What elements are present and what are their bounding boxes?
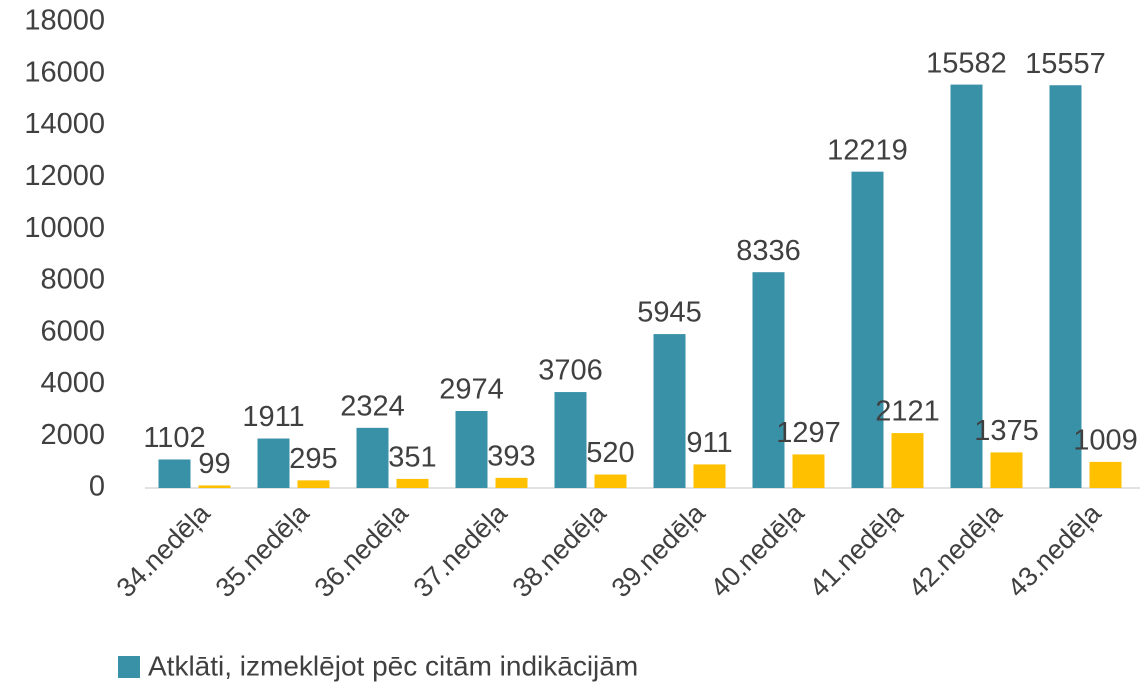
x-tick-label: 42.nedēļa bbox=[903, 497, 1009, 603]
y-tick-label: 2000 bbox=[40, 419, 105, 451]
data-label: 351 bbox=[388, 442, 436, 474]
x-tick-label: 39.nedēļa bbox=[606, 497, 712, 603]
bar bbox=[594, 474, 627, 488]
bar bbox=[455, 411, 488, 488]
bar bbox=[396, 478, 429, 488]
bar bbox=[495, 477, 528, 488]
data-label: 99 bbox=[198, 448, 230, 480]
bar bbox=[1049, 85, 1082, 489]
data-label: 295 bbox=[289, 443, 337, 475]
bar bbox=[693, 464, 726, 488]
data-label: 1375 bbox=[974, 415, 1039, 447]
y-tick-label: 6000 bbox=[40, 315, 105, 347]
x-tick-label: 36.nedēļa bbox=[309, 497, 415, 603]
data-label: 2324 bbox=[340, 390, 405, 422]
data-label: 911 bbox=[686, 427, 732, 459]
bar bbox=[158, 459, 191, 488]
y-tick-label: 16000 bbox=[24, 56, 105, 88]
x-tick-label: 41.nedēļa bbox=[804, 497, 910, 603]
data-label: 15557 bbox=[1025, 48, 1106, 80]
y-tick-label: 18000 bbox=[24, 5, 105, 37]
data-label: 15582 bbox=[926, 47, 1007, 79]
data-label: 5945 bbox=[637, 297, 702, 329]
x-tick-label: 37.nedēļa bbox=[408, 497, 514, 603]
data-label: 2974 bbox=[439, 374, 504, 406]
y-tick-label: 10000 bbox=[24, 212, 105, 244]
bar bbox=[554, 392, 587, 488]
legend-label: Atklāti, izmeklējot pēc citām indikācijā… bbox=[148, 650, 638, 681]
y-tick-label: 8000 bbox=[40, 264, 105, 296]
y-tick-label: 12000 bbox=[24, 160, 105, 192]
bar bbox=[1089, 461, 1122, 488]
bar bbox=[990, 452, 1023, 488]
legend-swatch bbox=[118, 656, 140, 678]
data-label: 1911 bbox=[242, 401, 304, 433]
x-tick-label: 43.nedēļa bbox=[1002, 497, 1108, 603]
data-label: 1009 bbox=[1073, 425, 1138, 457]
data-label: 12219 bbox=[827, 134, 908, 166]
data-label: 1297 bbox=[776, 417, 841, 449]
data-label: 3706 bbox=[538, 355, 603, 387]
bar bbox=[792, 454, 825, 488]
bar bbox=[198, 485, 231, 488]
data-label: 2121 bbox=[875, 396, 940, 428]
y-tick-label: 0 bbox=[89, 471, 105, 503]
x-tick-label: 35.nedēļa bbox=[210, 497, 316, 603]
bar bbox=[257, 438, 290, 488]
bar bbox=[950, 84, 983, 488]
y-tick-label: 4000 bbox=[40, 367, 105, 399]
bar bbox=[891, 433, 924, 488]
y-tick-label: 14000 bbox=[24, 108, 105, 140]
bar bbox=[356, 427, 389, 488]
bar bbox=[653, 334, 686, 488]
bar bbox=[851, 171, 884, 488]
data-label: 8336 bbox=[736, 235, 801, 267]
data-label: 520 bbox=[586, 437, 634, 469]
x-tick-label: 38.nedēļa bbox=[507, 497, 613, 603]
bar bbox=[752, 272, 785, 488]
data-label: 393 bbox=[487, 440, 535, 472]
data-label: 1102 bbox=[143, 422, 205, 454]
x-tick-label: 34.nedēļa bbox=[111, 497, 217, 603]
bar bbox=[297, 480, 330, 488]
x-tick-label: 40.nedēļa bbox=[705, 497, 811, 603]
